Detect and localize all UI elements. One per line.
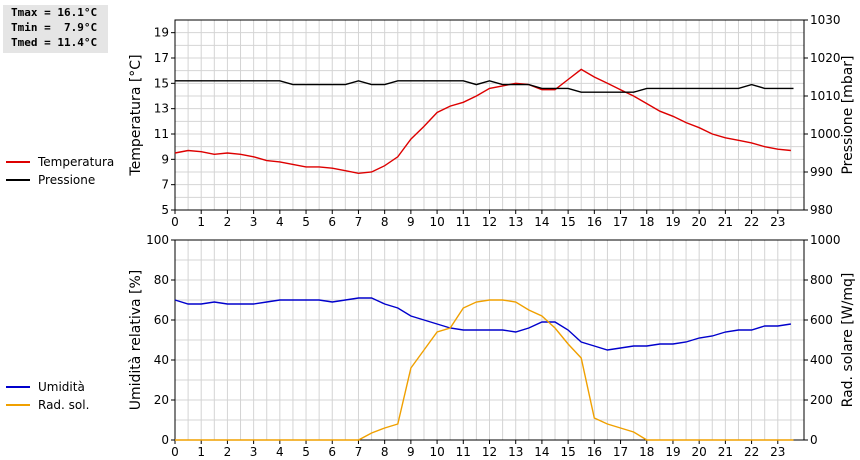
panel2-x-tick-label: 17 (613, 445, 628, 459)
panel1-x-tick-label: 4 (276, 215, 284, 229)
panel1-x-tick-label: 12 (482, 215, 497, 229)
panel1-right-tick-label: 1010 (810, 89, 841, 103)
panel1-right-tick-label: 1000 (810, 127, 841, 141)
panel1-x-tick-label: 8 (381, 215, 389, 229)
panel1-right-tick-label: 980 (810, 203, 833, 217)
panel2-x-tick-label: 1 (197, 445, 205, 459)
panel1-x-tick-label: 1 (197, 215, 205, 229)
panel2-x-tick-label: 12 (482, 445, 497, 459)
panel1-x-tick-label: 0 (171, 215, 179, 229)
panel2-left-tick-label: 20 (154, 393, 169, 407)
panel1-x-tick-label: 2 (224, 215, 232, 229)
panel2-x-tick-label: 21 (718, 445, 733, 459)
panel2-right-tick-label: 0 (810, 433, 818, 447)
panel1-x-tick-label: 17 (613, 215, 628, 229)
panel2-x-tick-label: 19 (665, 445, 680, 459)
panel2-x-tick-label: 11 (456, 445, 471, 459)
panel2-left-tick-label: 60 (154, 313, 169, 327)
panel2-x-tick-label: 15 (560, 445, 575, 459)
panel1-right-axis-label: Pressione [mbar] (840, 55, 856, 174)
panel1-x-tick-label: 18 (639, 215, 654, 229)
panel2-x-tick-label: 4 (276, 445, 284, 459)
panel1-x-tick-label: 20 (692, 215, 707, 229)
stats-box: Tmax = 16.1°C Tmin = 7.9°C Tmed = 11.4°C (3, 5, 108, 53)
panel1-x-tick-label: 13 (508, 215, 523, 229)
panel2-left-tick-label: 40 (154, 353, 169, 367)
panel1-legend-label-1: Pressione (38, 173, 95, 187)
panel1-x-tick-label: 16 (587, 215, 602, 229)
panel2-legend-label-0: Umidità (38, 380, 85, 394)
panel2-legend-label-1: Rad. sol. (38, 398, 89, 412)
panel1-x-tick-label: 19 (665, 215, 680, 229)
panel2-x-tick-label: 23 (770, 445, 785, 459)
panel1-left-tick-label: 7 (161, 178, 169, 192)
panel2-x-tick-label: 6 (328, 445, 336, 459)
panel1-left-tick-label: 19 (154, 26, 169, 40)
panel2-x-tick-label: 0 (171, 445, 179, 459)
panel2-right-tick-label: 1000 (810, 233, 841, 247)
panel2-series-line-1 (175, 299, 794, 441)
panel2-right-axis-label: Rad. solare [W/mq] (840, 273, 856, 408)
tmed-text: Tmed = 11.4°C (11, 36, 98, 49)
panel2-x-tick-label: 20 (692, 445, 707, 459)
panel1-series-line-0 (174, 68, 791, 175)
panel2-x-tick-label: 16 (587, 445, 602, 459)
panel2-x-tick-label: 2 (224, 445, 232, 459)
panel1-series-line-1 (175, 80, 794, 93)
panel1-x-tick-label: 23 (770, 215, 785, 229)
panel1-x-tick-label: 10 (429, 215, 444, 229)
panel1-left-axis-label: Temperatura [°C] (128, 54, 144, 176)
panel2-left-tick-label: 80 (154, 273, 169, 287)
panel2-x-tick-label: 22 (744, 445, 759, 459)
panel2-x-tick-label: 10 (429, 445, 444, 459)
panel2-x-tick-label: 5 (302, 445, 310, 459)
panel2-x-tick-label: 9 (407, 445, 415, 459)
panel1-x-tick-label: 21 (718, 215, 733, 229)
panel1-right-tick-label: 1020 (810, 51, 841, 65)
panel1-x-tick-label: 14 (534, 215, 549, 229)
panel1-left-tick-label: 17 (154, 51, 169, 65)
panel1-left-tick-label: 13 (154, 102, 169, 116)
tmax-text: Tmax = 16.1°C (11, 6, 98, 19)
panel2-right-tick-label: 400 (810, 353, 833, 367)
panel1-x-tick-label: 3 (250, 215, 258, 229)
panel1-left-tick-label: 9 (161, 152, 169, 166)
panel2-x-tick-label: 14 (534, 445, 549, 459)
panel2-x-tick-label: 3 (250, 445, 258, 459)
panel2-x-tick-label: 13 (508, 445, 523, 459)
tmin-text: Tmin = 7.9°C (11, 21, 98, 34)
panel2-left-tick-label: 100 (146, 233, 169, 247)
panel1-x-tick-label: 9 (407, 215, 415, 229)
panel2-series-line-0 (174, 297, 792, 351)
panel1-x-tick-label: 15 (560, 215, 575, 229)
panel2-left-axis-label: Umidità relativa [%] (128, 270, 144, 411)
panel2-right-tick-label: 600 (810, 313, 833, 327)
panel2-right-tick-label: 200 (810, 393, 833, 407)
panel1-x-tick-label: 22 (744, 215, 759, 229)
panel1-x-tick-label: 7 (355, 215, 363, 229)
panel1-legend-label-0: Temperatura (37, 155, 114, 169)
panel1-left-tick-label: 5 (161, 203, 169, 217)
panel1-right-tick-label: 1030 (810, 13, 841, 27)
panel2-x-tick-label: 7 (355, 445, 363, 459)
panel1-x-tick-label: 6 (328, 215, 336, 229)
panel1-left-tick-label: 15 (154, 76, 169, 90)
panel2-left-tick-label: 0 (161, 433, 169, 447)
panel1-right-tick-label: 990 (810, 165, 833, 179)
panel2-x-tick-label: 18 (639, 445, 654, 459)
panel2-x-tick-label: 8 (381, 445, 389, 459)
panel2-right-tick-label: 800 (810, 273, 833, 287)
panel1-x-tick-label: 5 (302, 215, 310, 229)
panel1-x-tick-label: 11 (456, 215, 471, 229)
panel1-left-tick-label: 11 (154, 127, 169, 141)
